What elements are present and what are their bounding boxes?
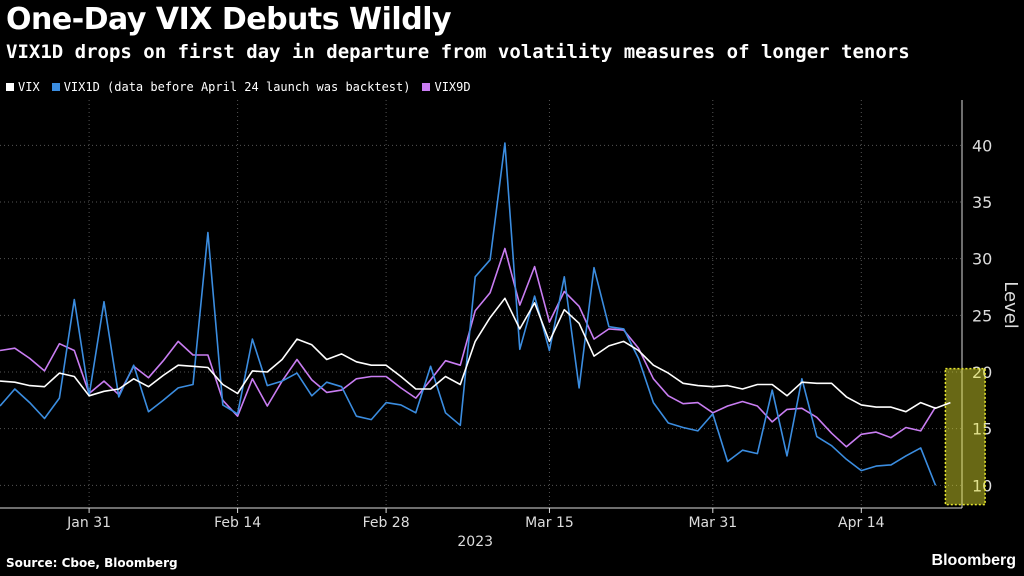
y-tick-label-10: 10 [972,476,992,495]
y-axis-label: Level [1000,281,1021,329]
legend-label-vix9d: VIX9D [434,80,471,94]
series-line-vix1d [0,142,937,486]
chart-subtitle: VIX1D drops on first day in departure fr… [6,41,910,63]
legend-item-vix1d: VIX1D (data before April 24 launch was b… [51,80,411,94]
legend: VIX VIX1D (data before April 24 launch w… [6,80,471,94]
bloomberg-logo: Bloomberg [931,552,1016,569]
x-tick-label-3: Mar 15 [525,515,574,531]
legend-swatch-vix9d [422,83,431,91]
y-tick-label-20: 20 [972,363,992,382]
highlight-box [944,367,986,506]
y-tick-label-30: 30 [972,250,992,269]
y-tick-label-35: 35 [972,193,992,212]
x-tick-label-5: Apr 14 [838,515,885,531]
x-tick-label-1: Feb 14 [214,515,261,531]
legend-item-vix9d: VIX9D [422,80,471,94]
legend-label-vix: VIX [18,80,40,94]
x-tick-label-2: Feb 28 [363,515,410,531]
legend-item-vix: VIX [6,80,40,94]
legend-label-vix1d: VIX1D (data before April 24 launch was b… [63,80,411,94]
chart-title: One-Day VIX Debuts Wildly [6,2,452,37]
y-tick-label-15: 15 [972,420,992,439]
legend-swatch-vix1d [51,83,60,91]
x-tick-label-0: Jan 31 [66,515,111,531]
y-tick-label-40: 40 [972,136,992,155]
x-tick-label-4: Mar 31 [688,515,737,531]
series-line-vix9d [0,247,937,448]
series-line-vix [0,297,951,413]
x-year-label: 2023 [457,534,493,550]
legend-swatch-vix [6,83,14,91]
y-tick-label-25: 25 [972,306,992,325]
source-note: Source: Cboe, Bloomberg [6,556,178,570]
